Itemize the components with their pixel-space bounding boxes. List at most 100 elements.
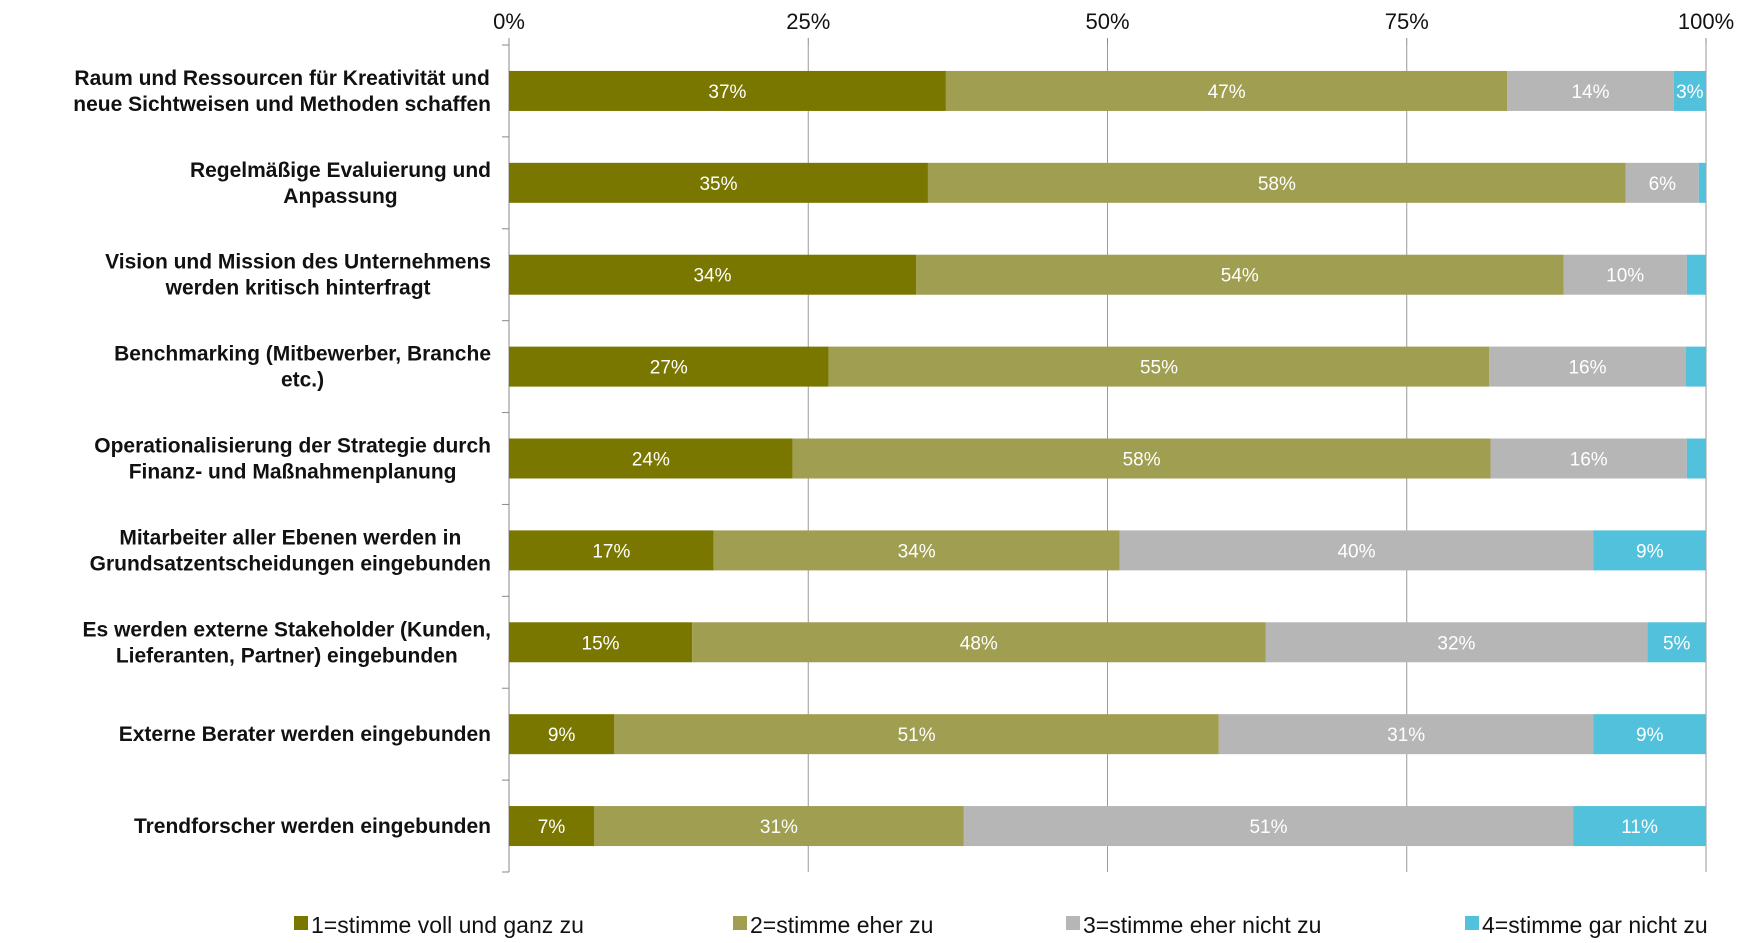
bar-segment xyxy=(509,254,916,295)
category-label-line: Grundsatzentscheidungen eingebunden xyxy=(90,552,491,575)
category-label: Mitarbeiter aller Ebenen werden in Grunds… xyxy=(90,526,491,575)
legend-item: 2=stimme eher zu xyxy=(733,912,933,938)
bar-segment xyxy=(1218,714,1594,755)
category-label-line: Regelmäßige Evaluierung und xyxy=(190,159,491,182)
bar-segment xyxy=(963,806,1574,847)
bar-segment xyxy=(1593,530,1706,571)
bar-segment xyxy=(509,346,829,387)
legend-swatch xyxy=(294,916,308,930)
bar-segment xyxy=(1647,622,1706,663)
bar-row: 34% 54% 10% xyxy=(509,254,1706,295)
data-label: 35% xyxy=(699,174,737,195)
data-label: 51% xyxy=(898,725,936,746)
bar-segment xyxy=(1685,346,1706,387)
legend-item: 1=stimme voll und ganz zu xyxy=(294,912,584,938)
bar-segment xyxy=(1686,254,1706,295)
bar-row: 35% 58% 6% xyxy=(509,162,1706,203)
bar-segment xyxy=(509,162,928,203)
legend-swatch xyxy=(733,916,747,930)
category-label-line: Operationalisierung der Strategie durch xyxy=(94,435,491,458)
data-label: 9% xyxy=(1636,541,1664,562)
bar-segment xyxy=(927,162,1626,203)
category-label-line: Raum und Ressourcen für Kreativität und xyxy=(74,67,489,90)
bar-segment xyxy=(1563,254,1687,295)
data-label: 5% xyxy=(1663,633,1691,654)
category-label: Benchmarking (Mitbewerber, Branche etc.) xyxy=(114,343,491,392)
legend-label: 4=stimme gar nicht zu xyxy=(1482,912,1708,938)
bar-segment xyxy=(792,438,1491,479)
bar-segment xyxy=(1593,714,1706,755)
bar-segment xyxy=(1265,622,1648,663)
bar-segment xyxy=(509,714,615,755)
data-label: 3% xyxy=(1676,82,1704,103)
data-label: 15% xyxy=(582,633,620,654)
bar-segment xyxy=(593,806,964,847)
bar-segment xyxy=(1507,70,1674,111)
data-label: 6% xyxy=(1649,174,1677,195)
bar-segment xyxy=(509,438,793,479)
category-label: Vision und Mission des Unternehmens werde… xyxy=(105,251,491,300)
legend-label: 3=stimme eher nicht zu xyxy=(1083,912,1321,938)
data-label: 31% xyxy=(1387,725,1425,746)
category-label-line: neue Sichtweisen und Methoden schaffen xyxy=(73,93,491,116)
bar-segment xyxy=(915,254,1564,295)
data-label: 55% xyxy=(1140,358,1178,379)
bars: 37% 47% 14% 3%35% 58% 6%34% 54% 10%27% 55% 16%24%… xyxy=(509,70,1706,847)
data-label: 31% xyxy=(760,817,798,838)
category-label: Trendforscher werden eingebunden xyxy=(134,815,491,838)
bar-row: 24% 58% 16% xyxy=(509,438,1706,479)
bar-segment xyxy=(692,622,1266,663)
x-axis-ticks: 0% 25% 50% 75% 100% xyxy=(493,9,1734,45)
bar-segment xyxy=(1489,346,1686,387)
category-label: Es werden externe Stakeholder (Kunden, Li… xyxy=(83,618,491,667)
data-label: 34% xyxy=(898,541,936,562)
bar-row: 9% 51% 31% 9% xyxy=(509,714,1706,755)
x-tick-label: 75% xyxy=(1385,9,1429,34)
data-label: 14% xyxy=(1571,82,1609,103)
bar-row: 15% 48% 32% 5% xyxy=(509,622,1706,663)
bar-segment xyxy=(1119,530,1594,571)
data-label: 16% xyxy=(1570,450,1608,471)
bar-segment xyxy=(945,70,1508,111)
category-label: Operationalisierung der Strategie durch F… xyxy=(94,435,491,484)
bar-segment xyxy=(713,530,1120,571)
x-tick-label: 25% xyxy=(786,9,830,34)
data-label: 7% xyxy=(538,817,566,838)
bar-segment xyxy=(509,70,946,111)
data-label: 11% xyxy=(1621,817,1658,838)
data-label: 9% xyxy=(548,725,576,746)
data-label: 48% xyxy=(960,633,998,654)
legend-label: 2=stimme eher zu xyxy=(750,912,933,938)
data-label: 40% xyxy=(1337,541,1375,562)
bar-segment xyxy=(1625,162,1699,203)
data-label: 17% xyxy=(592,541,630,562)
legend-item: 4=stimme gar nicht zu xyxy=(1465,912,1708,938)
bar-row: 27% 55% 16% xyxy=(509,346,1706,387)
category-label-line: Benchmarking (Mitbewerber, Branche xyxy=(114,343,491,366)
category-label-line: Es werden externe Stakeholder (Kunden, xyxy=(83,618,491,641)
x-tick-label: 50% xyxy=(1085,9,1129,34)
category-label-line: Lieferanten, Partner) eingebunden xyxy=(116,644,458,667)
bar-segment xyxy=(1673,70,1706,111)
category-label: Externe Berater werden eingebunden xyxy=(119,723,491,746)
data-label: 27% xyxy=(650,358,688,379)
x-tick-label: 100% xyxy=(1678,9,1734,34)
data-label: 51% xyxy=(1249,817,1287,838)
bar-row: 37% 47% 14% 3% xyxy=(509,70,1706,111)
bar-segment xyxy=(509,530,714,571)
category-label-line: Vision und Mission des Unternehmens xyxy=(105,251,491,274)
bar-row: 17% 34% 40% 9% xyxy=(509,530,1706,571)
category-label-line: werden kritisch hinterfragt xyxy=(165,277,431,300)
data-label: 24% xyxy=(632,450,670,471)
category-label-line: Finanz- und Maßnahmenplanung xyxy=(129,461,457,484)
category-label-line: Mitarbeiter aller Ebenen werden in xyxy=(119,526,461,549)
category-label: Raum und Ressourcen für Kreativität und n… xyxy=(73,67,491,116)
category-label-line: etc.) xyxy=(281,369,324,392)
data-label: 10% xyxy=(1606,266,1644,287)
category-label-line: Anpassung xyxy=(283,185,397,208)
bar-segment xyxy=(1490,438,1687,479)
category-label-line: Trendforscher werden eingebunden xyxy=(134,815,491,838)
data-label: 47% xyxy=(1208,82,1246,103)
legend-swatch xyxy=(1066,916,1080,930)
